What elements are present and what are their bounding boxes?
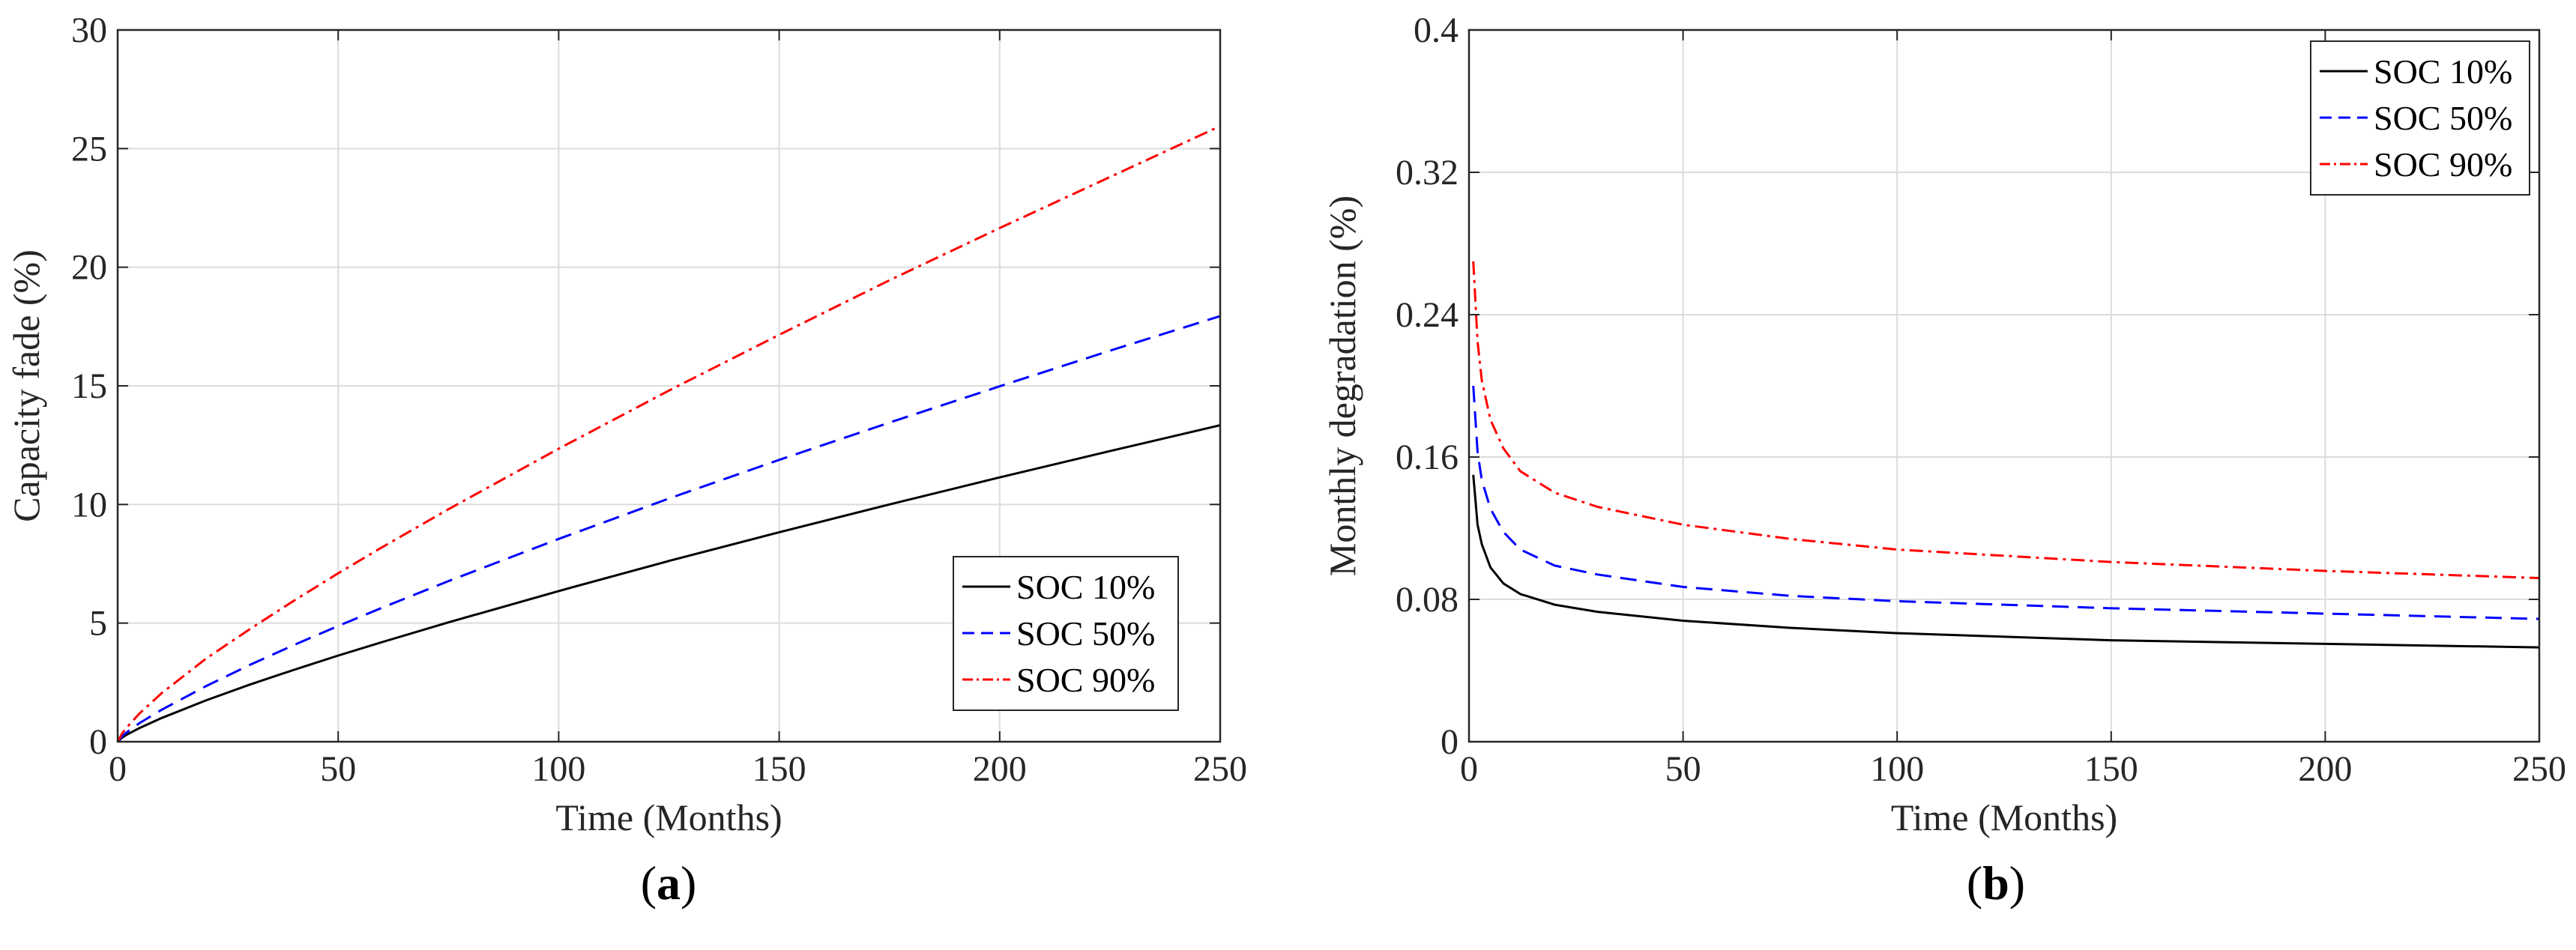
y-tick-label: 25 [71,129,107,169]
legend-label: SOC 10% [1016,568,1155,606]
y-tick-label: 0 [89,722,107,762]
y-tick-label: 0.24 [1396,295,1459,335]
y-tick-label: 20 [71,248,107,288]
legend-label: SOC 10% [2374,52,2512,91]
y-tick-label: 15 [71,366,107,406]
series-line-soc-50- [116,315,1221,742]
series-line-soc-90- [116,124,1221,742]
x-tick-label: 150 [2084,749,2138,789]
x-axis-label: Time (Months) [555,796,782,838]
axes-box [1468,28,2541,743]
y-tick-label: 0.08 [1396,580,1459,620]
y-tick-label: 0 [1441,722,1459,762]
chart-panel-a: 0 50 100 150 200 250 0 5 10 15 20 25 30 Time (Months)… [5,10,1247,910]
y-tick-label: 0.4 [1414,10,1459,50]
x-tick-label: 100 [1870,749,1924,789]
series-line-soc-10- [116,424,1221,743]
legend: SOC 10% SOC 50% SOC 90% [2310,40,2530,196]
panel-label: (b) [1967,856,2025,910]
x-tick-label: 50 [320,749,356,789]
y-tick-label: 0.32 [1396,153,1459,193]
x-axis-label: Time (Months) [1891,796,2117,838]
series-line-soc-90- [1472,261,2540,579]
y-axis-label: Capacity fade (%) [5,249,47,522]
legend-label: SOC 50% [1016,614,1155,653]
legend-label: SOC 90% [1016,661,1155,699]
y-tick-label: 0.16 [1396,438,1459,477]
panel-label: (a) [641,856,697,910]
panel-letter: b [1982,856,2009,910]
x-tick-label: 0 [109,749,127,789]
series-line-soc-50- [1472,385,2540,620]
panel-letter: a [657,856,681,910]
x-tick-label: 100 [531,749,585,789]
y-axis-label: Monthly degradation (%) [1321,196,1363,576]
x-tick-label: 50 [1665,749,1701,789]
legend: SOC 10% SOC 50% SOC 90% [953,556,1179,711]
x-tick-label: 250 [2512,749,2566,789]
legend-label: SOC 90% [2374,145,2512,184]
y-tick-label: 5 [89,604,107,644]
x-tick-label: 0 [1460,749,1478,789]
legend-label: SOC 50% [2374,99,2512,137]
y-tick-label: 30 [71,10,107,50]
series-line-soc-10- [1472,474,2540,649]
x-tick-label: 200 [2298,749,2352,789]
y-tick-label: 10 [71,485,107,524]
x-tick-label: 250 [1193,749,1247,789]
chart-panel-b: 0 50 100 150 200 250 0 0.08 0.16 0.24 0.32 0.4 Time … [1321,10,2566,910]
x-tick-label: 150 [752,749,806,789]
x-tick-label: 200 [973,749,1027,789]
